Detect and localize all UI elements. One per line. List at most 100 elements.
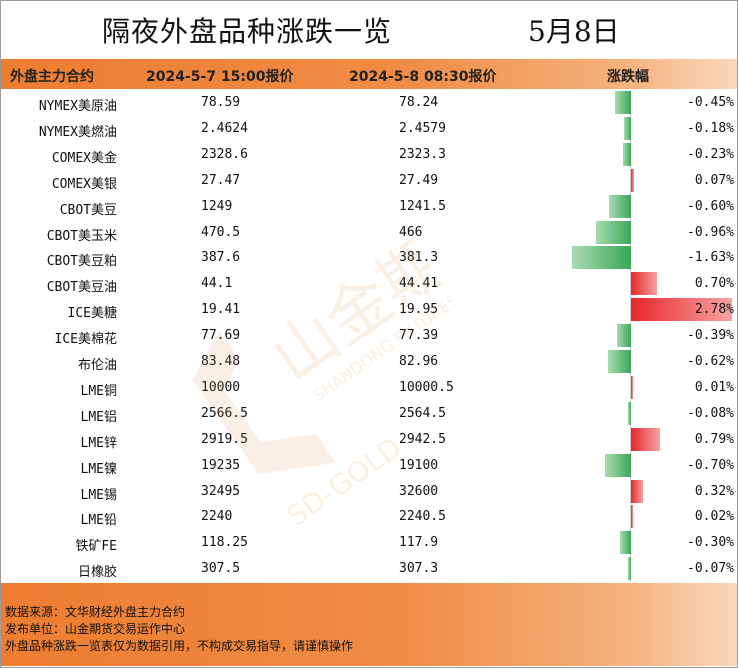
curr-price: 2564.5: [399, 405, 446, 421]
prev-price: 2919.5: [201, 431, 248, 447]
prev-price: 27.47: [201, 172, 241, 188]
change-bar: [622, 142, 631, 166]
prev-price: 78.59: [201, 95, 241, 110]
curr-price: 32600: [399, 483, 439, 499]
change-bar: [616, 324, 631, 348]
change-bar: [628, 557, 631, 581]
change-bar: [631, 427, 660, 451]
change-pct: -0.70%: [687, 457, 734, 473]
prev-price: 307.5: [201, 561, 241, 577]
table-row: LME锌 2919.5 2942.5 0.79%: [1, 427, 737, 453]
footer: 数据来源：文华财经外盘主力合约 发布单位：山金期货交易运作中心 外盘品种涨跌一览…: [1, 583, 737, 666]
col-header-prev-price: 2024-5-7 15:00报价: [146, 69, 294, 85]
change-pct: -0.18%: [687, 120, 734, 136]
change-pct: -0.30%: [687, 535, 734, 551]
curr-price: 466: [399, 224, 423, 240]
table-row: CBOT美玉米 470.5 466 -0.96%: [1, 220, 737, 246]
prev-price: 2566.5: [201, 406, 248, 421]
table-row: LME铝 2566.5 2564.5 -0.08%: [1, 401, 737, 427]
contract-name: LME铝: [80, 409, 117, 425]
contract-name: 铁矿FE: [75, 539, 117, 555]
prev-price: 83.48: [201, 354, 240, 369]
prev-price: 44.1: [201, 276, 233, 292]
date-label: 5月8日: [528, 15, 620, 48]
curr-price: 10000.5: [399, 379, 454, 395]
curr-price: 307.3: [399, 561, 439, 577]
curr-price: 19100: [399, 457, 439, 473]
change-pct: -0.07%: [687, 561, 734, 577]
prev-price: 19235: [201, 457, 241, 473]
change-bar: [571, 246, 631, 270]
change-bar: [631, 505, 633, 529]
change-bar: [628, 401, 631, 425]
contract-name: CBOT美豆: [59, 202, 117, 218]
change-bar: [631, 168, 634, 192]
prev-price: 118.25: [201, 535, 248, 551]
curr-price: 77.39: [399, 328, 439, 344]
contract-name: COMEX美金: [51, 150, 117, 166]
change-pct: -0.96%: [687, 224, 734, 240]
contract-name: CBOT美玉米: [46, 228, 117, 244]
change-bar: [609, 194, 631, 218]
prev-price: 2328.6: [201, 146, 248, 162]
prev-price: 2.4624: [201, 120, 248, 136]
contract-name: 日橡胶: [77, 565, 117, 581]
table-row: COMEX美金 2328.6 2323.3 -0.23%: [1, 142, 737, 168]
contract-name: ICE美糖: [67, 306, 117, 322]
curr-price: 44.41: [399, 276, 439, 292]
contract-name: CBOT美豆粕: [46, 254, 117, 270]
table-row: NYMEX美原油 78.59 78.24 -0.45%: [1, 90, 737, 116]
change-pct: 0.02%: [694, 509, 734, 525]
change-bar: [608, 350, 631, 373]
col-header-change: 涨跌幅: [607, 69, 649, 85]
curr-price: 2942.5: [399, 431, 446, 447]
table-row: 日橡胶 307.5 307.3 -0.07%: [1, 556, 737, 582]
curr-price: 2.4579: [399, 120, 446, 136]
contract-name: LME铅: [80, 513, 117, 529]
table-row: ICE美棉花 77.69 77.39 -0.39%: [1, 323, 737, 349]
table-row: LME铅 2240 2240.5 0.02%: [1, 504, 737, 530]
prev-price: 77.69: [201, 328, 240, 343]
contract-name: LME铜: [80, 383, 117, 399]
page-title: 隔夜外盘品种涨跌一览: [102, 15, 393, 48]
prev-price: 10000: [201, 380, 240, 395]
change-pct: 2.78%: [694, 302, 734, 318]
table-row: CBOT美豆油 44.1 44.41 0.70%: [1, 271, 737, 297]
contract-name: LME锡: [80, 487, 117, 503]
curr-price: 78.24: [399, 95, 439, 110]
change-bar: [595, 220, 631, 244]
curr-price: 2323.3: [399, 146, 446, 162]
curr-price: 82.96: [399, 354, 439, 369]
contract-name: CBOT美豆油: [46, 280, 117, 296]
change-pct: -0.23%: [687, 146, 734, 162]
change-bar: [624, 116, 631, 140]
curr-price: 117.9: [399, 535, 439, 551]
change-pct: -0.62%: [687, 354, 734, 369]
curr-price: 2240.5: [399, 509, 446, 525]
change-pct: -0.39%: [687, 328, 734, 344]
table-header: 外盘主力合约 2024-5-7 15:00报价 2024-5-8 08:30报价…: [1, 59, 737, 89]
table-row: LME镍 19235 19100 -0.70%: [1, 453, 737, 479]
change-bar: [631, 272, 657, 296]
contract-name: COMEX美银: [51, 176, 117, 192]
title-bar: 隔夜外盘品种涨跌一览 5月8日: [0, 0, 738, 58]
change-bar: [631, 479, 643, 503]
footer-disclaimer: 外盘品种涨跌一览表仅为数据引用，不构成交易指导，请谨慎操作: [5, 639, 354, 653]
table-row: COMEX美银 27.47 27.49 0.07%: [1, 168, 737, 194]
change-bar: [631, 298, 733, 322]
contract-name: LME镍: [80, 461, 117, 477]
curr-price: 381.3: [399, 250, 439, 266]
change-pct: -0.45%: [687, 95, 734, 110]
change-pct: 0.01%: [694, 379, 734, 395]
prev-price: 387.6: [201, 250, 241, 266]
change-bar: [605, 453, 631, 477]
table-row: 布伦油 83.48 82.96 -0.62%: [1, 349, 737, 375]
footer-publisher: 发布单位：山金期货交易运作中心: [5, 622, 186, 636]
curr-price: 1241.5: [399, 198, 446, 214]
prev-price: 470.5: [201, 224, 241, 240]
change-pct: -0.60%: [687, 198, 734, 214]
col-header-contract: 外盘主力合约: [10, 69, 94, 85]
footer-source: 数据来源：文华财经外盘主力合约: [5, 605, 186, 619]
contract-name: LME锌: [80, 435, 117, 451]
table-row: LME锡 32495 32600 0.32%: [1, 479, 737, 505]
